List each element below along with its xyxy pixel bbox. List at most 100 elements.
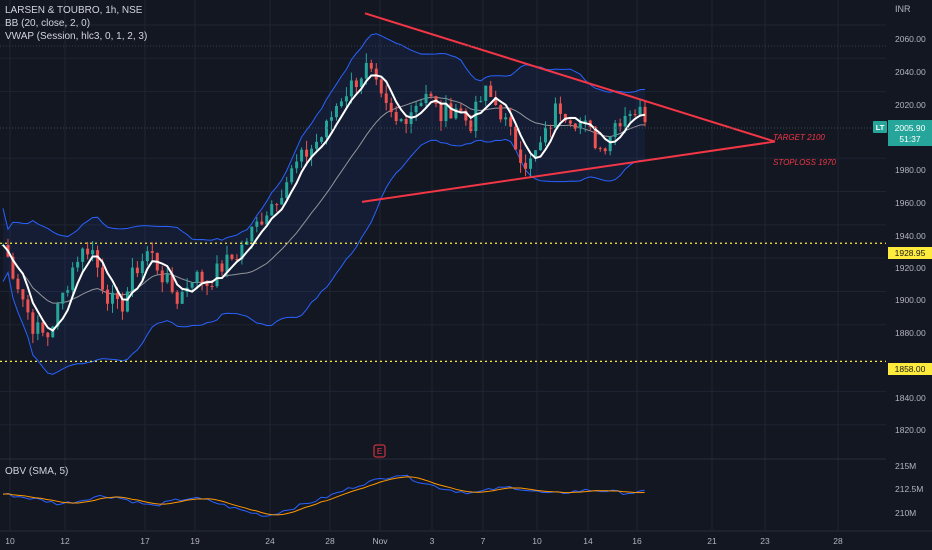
candle-body: [125, 291, 129, 312]
symbol-badge-label: LT: [876, 123, 885, 132]
time-tick-label: 28: [833, 536, 843, 546]
candle-body: [275, 204, 279, 206]
candle-body: [429, 93, 433, 97]
candle-body: [329, 117, 333, 121]
price-tick-label: 2020.00: [895, 100, 926, 110]
currency-label: INR: [895, 4, 911, 14]
candle-body: [603, 148, 607, 152]
candle-body: [499, 104, 503, 120]
symbol-badge: [873, 121, 887, 133]
candle-body: [66, 290, 70, 293]
candle-body: [61, 292, 65, 304]
candle-body: [81, 248, 85, 262]
candle-body: [36, 322, 40, 334]
candle-body: [534, 150, 538, 159]
time-tick-label: 14: [583, 536, 593, 546]
candle-body: [265, 215, 269, 225]
symbol-legend[interactable]: LARSEN & TOUBRO, 1h, NSE: [5, 5, 143, 16]
time-tick-label: 19: [190, 536, 200, 546]
candle-body: [255, 221, 259, 227]
price-tick-label: 1880.00: [895, 328, 926, 338]
candle-body: [295, 161, 299, 169]
level-badge-label: 1858.00: [895, 364, 926, 374]
price-tick-label: 1840.00: [895, 393, 926, 403]
candle-body: [200, 271, 204, 284]
time-tick-label: 21: [707, 536, 717, 546]
candle-body: [225, 254, 229, 272]
level-badge: [888, 247, 932, 259]
time-tick-label: 12: [60, 536, 70, 546]
candle-body: [96, 250, 100, 268]
candle-body: [120, 298, 124, 312]
time-tick-label: 3: [430, 536, 435, 546]
vwap-line: [2, 74, 646, 332]
candle-body: [71, 267, 75, 291]
candle-body: [638, 106, 642, 115]
candle-body: [334, 106, 338, 118]
candle-body: [364, 62, 368, 79]
candle-body: [165, 273, 169, 283]
current-price-value: 2005.90: [895, 123, 926, 133]
time-tick-label: 24: [265, 536, 275, 546]
candle-body: [454, 108, 458, 119]
candle-body: [106, 289, 110, 304]
target-annotation: TARGET 2100: [773, 133, 825, 142]
candle-body: [210, 285, 214, 287]
candle-body: [150, 251, 154, 253]
vwap-legend[interactable]: VWAP (Session, hlc3, 0, 1, 2, 3): [5, 31, 148, 42]
triangle-upper-line: [364, 12, 776, 143]
candle-body: [349, 80, 353, 97]
time-tick-label: 28: [325, 536, 335, 546]
candle-body: [489, 85, 493, 97]
candle-body: [444, 103, 448, 122]
price-tick-label: 1960.00: [895, 198, 926, 208]
candle-body: [613, 123, 617, 137]
obv-legend[interactable]: OBV (SMA, 5): [5, 466, 69, 477]
candle-body: [459, 108, 463, 111]
time-tick-label: 23: [760, 536, 770, 546]
candle-body: [583, 120, 587, 123]
candle-body: [578, 122, 582, 129]
price-tick-label: 2040.00: [895, 67, 926, 77]
obv-tick-label: 210M: [895, 508, 916, 518]
candle-body: [519, 149, 523, 163]
current-price-badge: [888, 120, 932, 146]
candle-body: [315, 141, 319, 149]
price-tick-label: 1820.00: [895, 425, 926, 435]
candle-body: [135, 267, 139, 274]
candle-body: [56, 303, 60, 327]
candle-body: [235, 259, 239, 261]
candle-body: [374, 68, 378, 80]
candle-body: [618, 123, 622, 127]
candle-body: [290, 168, 294, 183]
candle-body: [504, 117, 508, 120]
candle-body: [529, 158, 533, 169]
candle-body: [250, 226, 254, 242]
candle-body: [101, 267, 105, 290]
time-tick-label: Nov: [372, 536, 388, 546]
candle-body: [598, 148, 602, 150]
candle-body: [300, 149, 304, 162]
candle-body: [130, 267, 134, 292]
earnings-marker: [373, 444, 386, 458]
candle-body: [558, 103, 562, 114]
candle-body: [553, 103, 557, 128]
candle-body: [394, 112, 398, 122]
candle-body: [369, 62, 373, 69]
candle-body: [305, 149, 309, 157]
candle-body: [514, 126, 518, 150]
candle-body: [539, 142, 543, 151]
candle-body: [170, 273, 174, 293]
candle-body: [160, 270, 164, 283]
bollinger-basis-line: [2, 96, 646, 304]
candle-body: [414, 105, 418, 113]
current-price-countdown: 51:37: [899, 134, 921, 144]
bb-legend[interactable]: BB (20, close, 2, 0): [5, 18, 91, 29]
candle-body: [320, 137, 324, 142]
triangle-lower-line: [361, 140, 776, 203]
candle-body: [449, 103, 453, 119]
candle-body: [509, 117, 513, 127]
candle-body: [26, 299, 30, 313]
candle-body: [474, 101, 478, 132]
